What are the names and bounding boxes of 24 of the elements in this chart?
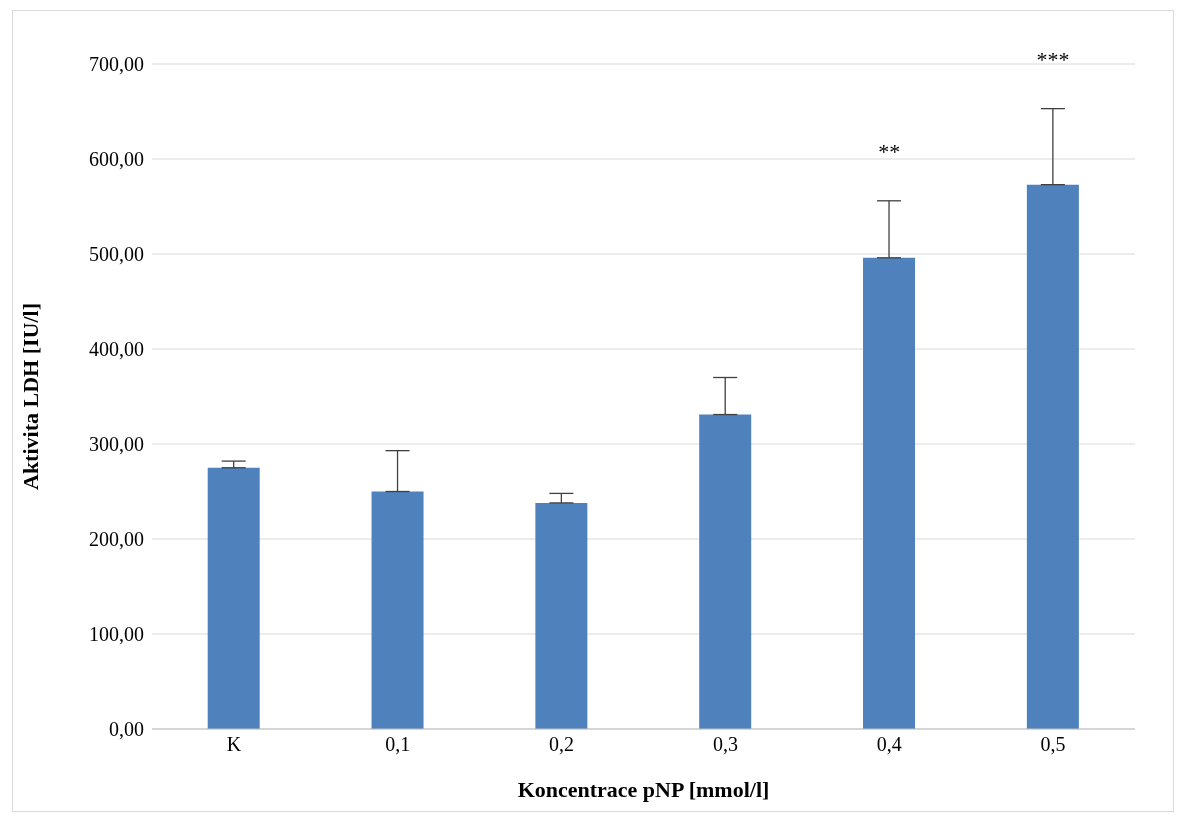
y-tick-label: 600,00 — [89, 148, 144, 171]
x-tick-label: K — [226, 733, 242, 756]
y-tick-label: 700,00 — [89, 53, 144, 76]
annotation: *** — [1036, 46, 1070, 72]
annotation: ** — [878, 138, 901, 164]
x-tick-label: 0,5 — [1040, 733, 1066, 756]
x-tick-label: 0,1 — [385, 733, 411, 756]
bar — [1026, 184, 1079, 729]
x-tick-label: 0,2 — [549, 733, 575, 756]
x-axis-title: Koncentrace pNP [mmol/l] — [517, 777, 770, 802]
bar — [207, 467, 260, 729]
y-tick-label: 300,00 — [89, 433, 144, 456]
x-tick-label: 0,3 — [712, 733, 738, 756]
x-tick-label: 0,4 — [876, 733, 902, 756]
y-axis-title: Aktivita LDH [IU/l] — [17, 303, 43, 490]
y-tick-label: 100,00 — [89, 623, 144, 646]
bar — [699, 414, 752, 729]
y-tick-label: 500,00 — [89, 243, 144, 266]
bar — [863, 257, 916, 729]
bar — [371, 491, 424, 729]
y-tick-label: 200,00 — [89, 528, 144, 551]
y-tick-label: 0,00 — [109, 718, 144, 741]
bar — [535, 502, 588, 729]
y-tick-label: 400,00 — [89, 338, 144, 361]
